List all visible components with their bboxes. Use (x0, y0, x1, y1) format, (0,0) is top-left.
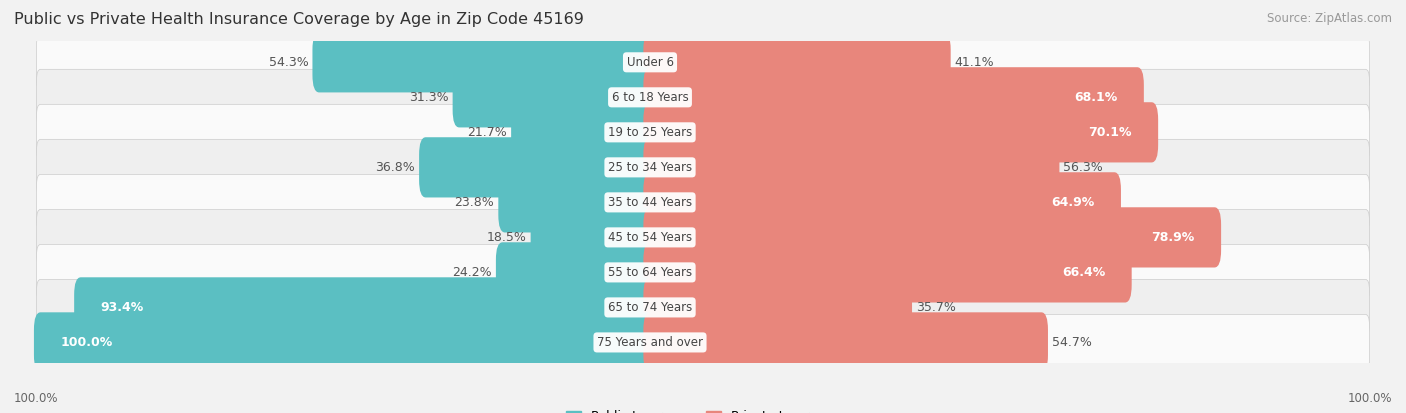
FancyBboxPatch shape (37, 104, 1369, 160)
FancyBboxPatch shape (644, 277, 912, 337)
FancyBboxPatch shape (644, 172, 1121, 233)
Text: 19 to 25 Years: 19 to 25 Years (607, 126, 692, 139)
Text: 55 to 64 Years: 55 to 64 Years (607, 266, 692, 279)
Text: 100.0%: 100.0% (1347, 392, 1392, 405)
Text: 18.5%: 18.5% (486, 231, 527, 244)
FancyBboxPatch shape (37, 209, 1369, 266)
FancyBboxPatch shape (312, 32, 657, 93)
Text: 35.7%: 35.7% (917, 301, 956, 314)
FancyBboxPatch shape (37, 139, 1369, 195)
Text: 70.1%: 70.1% (1088, 126, 1132, 139)
Text: 21.7%: 21.7% (467, 126, 508, 139)
Text: 93.4%: 93.4% (101, 301, 143, 314)
Text: 54.3%: 54.3% (269, 56, 308, 69)
FancyBboxPatch shape (644, 102, 1159, 162)
FancyBboxPatch shape (37, 244, 1369, 300)
Text: 56.3%: 56.3% (1063, 161, 1104, 174)
FancyBboxPatch shape (496, 242, 657, 302)
FancyBboxPatch shape (530, 207, 657, 268)
Text: 41.1%: 41.1% (955, 56, 994, 69)
Text: 78.9%: 78.9% (1152, 231, 1195, 244)
Legend: Public Insurance, Private Insurance: Public Insurance, Private Insurance (561, 405, 845, 413)
Text: 65 to 74 Years: 65 to 74 Years (607, 301, 692, 314)
Text: Source: ZipAtlas.com: Source: ZipAtlas.com (1267, 12, 1392, 25)
Text: 24.2%: 24.2% (453, 266, 492, 279)
FancyBboxPatch shape (644, 32, 950, 93)
Text: 64.9%: 64.9% (1052, 196, 1094, 209)
Text: 23.8%: 23.8% (454, 196, 495, 209)
Text: Under 6: Under 6 (627, 56, 673, 69)
Text: 54.7%: 54.7% (1052, 336, 1092, 349)
FancyBboxPatch shape (37, 34, 1369, 90)
FancyBboxPatch shape (37, 314, 1369, 370)
Text: 35 to 44 Years: 35 to 44 Years (607, 196, 692, 209)
Text: 100.0%: 100.0% (60, 336, 112, 349)
FancyBboxPatch shape (644, 137, 1059, 197)
FancyBboxPatch shape (37, 69, 1369, 125)
FancyBboxPatch shape (37, 174, 1369, 230)
Text: 36.8%: 36.8% (375, 161, 415, 174)
Text: 6 to 18 Years: 6 to 18 Years (612, 91, 689, 104)
FancyBboxPatch shape (419, 137, 657, 197)
Text: Public vs Private Health Insurance Coverage by Age in Zip Code 45169: Public vs Private Health Insurance Cover… (14, 12, 583, 27)
Text: 75 Years and over: 75 Years and over (598, 336, 703, 349)
FancyBboxPatch shape (644, 67, 1144, 128)
Text: 68.1%: 68.1% (1074, 91, 1118, 104)
Text: 31.3%: 31.3% (409, 91, 449, 104)
FancyBboxPatch shape (644, 207, 1220, 268)
FancyBboxPatch shape (34, 312, 657, 373)
FancyBboxPatch shape (37, 280, 1369, 335)
FancyBboxPatch shape (75, 277, 657, 337)
FancyBboxPatch shape (498, 172, 657, 233)
Text: 45 to 54 Years: 45 to 54 Years (607, 231, 692, 244)
FancyBboxPatch shape (512, 102, 657, 162)
Text: 66.4%: 66.4% (1062, 266, 1105, 279)
Text: 100.0%: 100.0% (14, 392, 59, 405)
FancyBboxPatch shape (453, 67, 657, 128)
FancyBboxPatch shape (644, 312, 1047, 373)
FancyBboxPatch shape (644, 242, 1132, 302)
Text: 25 to 34 Years: 25 to 34 Years (607, 161, 692, 174)
